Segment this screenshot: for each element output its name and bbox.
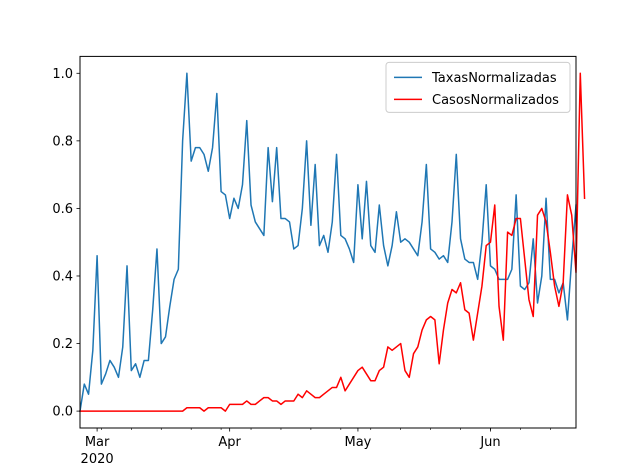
series-line-TaxasNormalizadas [79, 72, 577, 412]
y-tick-label: 0.4 [52, 269, 73, 284]
legend-label-TaxasNormalizadas: TaxasNormalizadas [431, 71, 557, 86]
x-tick-label: May [344, 435, 371, 450]
y-tick-label: 0.6 [52, 202, 73, 217]
x-tick-label: Apr [218, 435, 241, 450]
x-axis: Mar 2020 Apr May Jun [81, 428, 551, 467]
y-axis: 0.0 0.2 0.4 0.6 0.8 1.0 [52, 67, 80, 420]
x-tick-label: Jun [479, 435, 500, 450]
series-layer [79, 72, 586, 412]
plot-area [79, 55, 586, 429]
legend: TaxasNormalizadas CasosNormalizados [385, 61, 571, 113]
y-tick-label: 0.0 [52, 405, 73, 420]
x-tick-sublabel: 2020 [81, 452, 114, 467]
series-line-CasosNormalizados [79, 72, 586, 412]
x-tick-label: Mar [85, 435, 110, 450]
y-tick-label: 0.8 [52, 134, 73, 149]
legend-box [385, 61, 571, 113]
y-tick-label: 0.2 [52, 337, 73, 352]
legend-label-CasosNormalizados: CasosNormalizados [432, 93, 559, 108]
axes-frame [79, 55, 577, 429]
y-tick-label: 1.0 [52, 67, 73, 82]
